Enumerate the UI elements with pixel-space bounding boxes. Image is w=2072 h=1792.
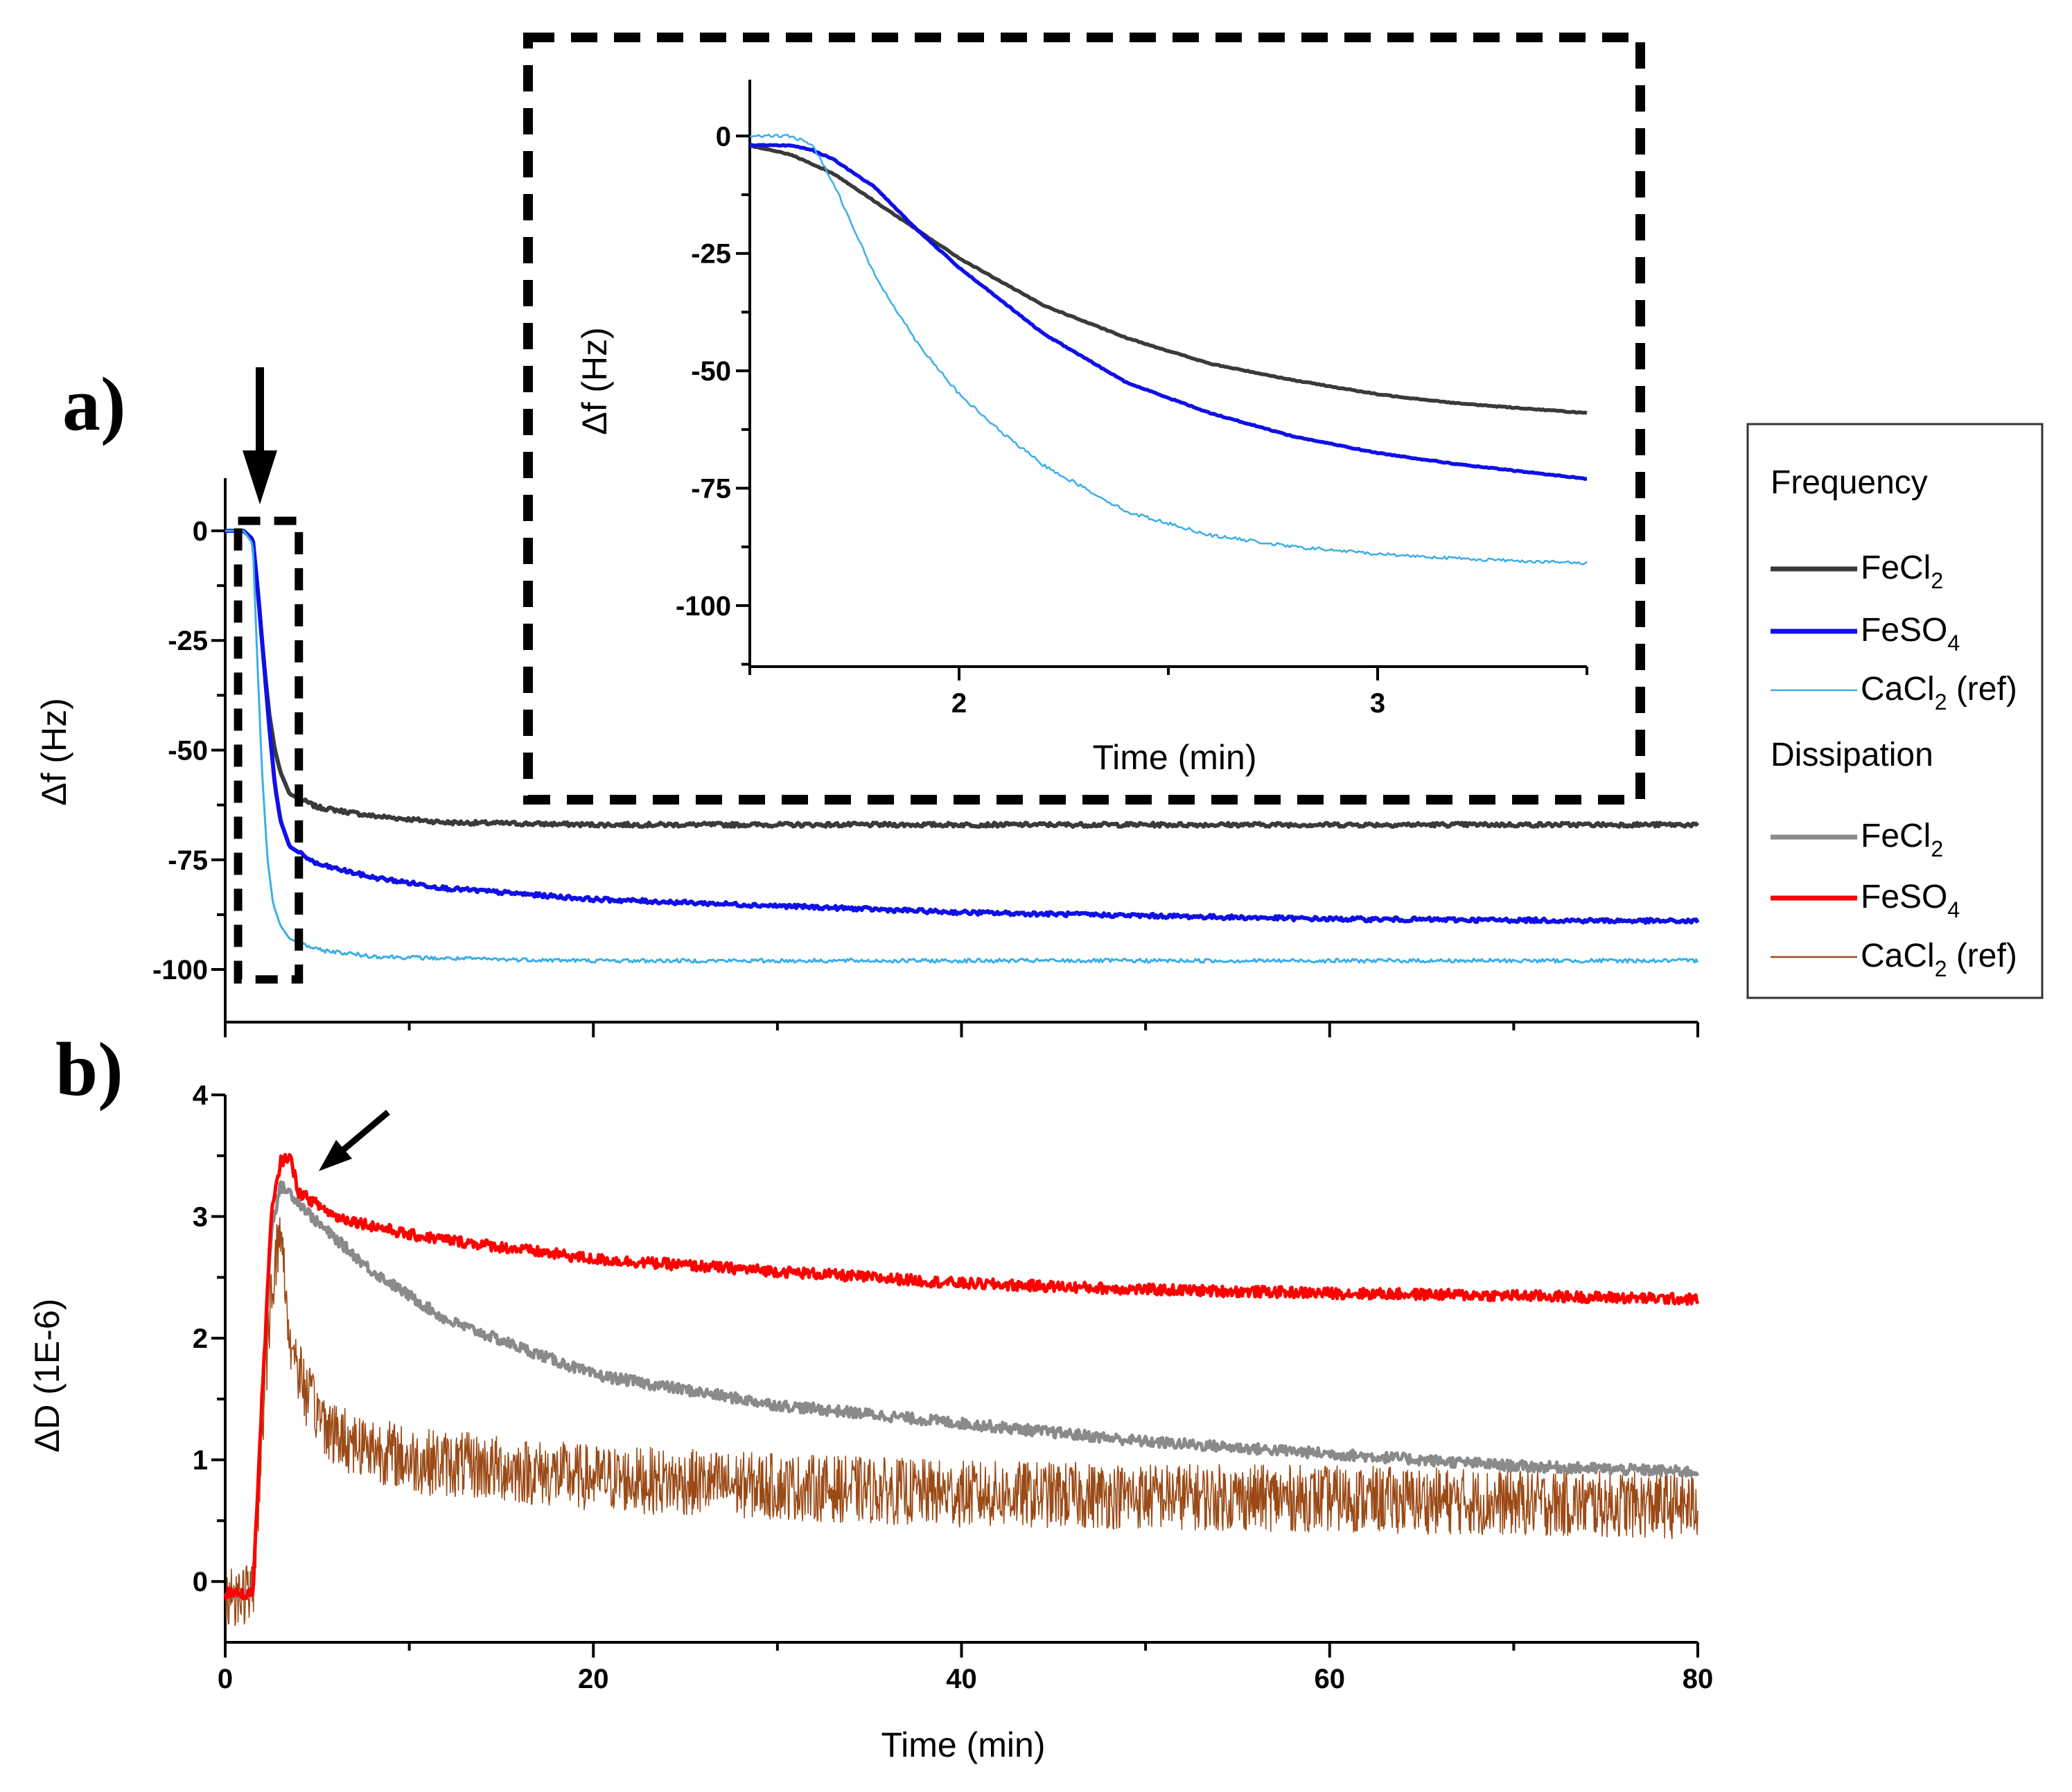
dissipation-y-tick-label: 2 [193,1324,208,1354]
dissipation-y-tick-label: 3 [193,1202,208,1233]
dissipation-y-tick-label: 4 [193,1080,209,1111]
legend: Frequency Dissipation FeCl2 FeSO4 CaCl2 (r… [1746,423,2044,999]
frequency-injection-arrow-head [243,450,277,504]
inset-y-tick-label: 0 [716,121,731,152]
inset-y-tick-label: -75 [691,474,731,504]
legend-label-4: FeSO4 [1861,879,1960,922]
inset-y-tick-label: -25 [691,239,731,270]
frequency-y-tick-label: -25 [168,626,208,656]
dissipation-x-tick-label: 60 [1315,1664,1346,1694]
inset-y-label: Δf (Hz) [575,327,614,435]
inset-x-tick-label: 2 [951,688,967,719]
dissipation-x-tick-label: 40 [946,1664,977,1694]
dissipation-plot: 0 1 2 3 4 0 20 40 60 80 Time (min) ΔD (1E-6) [28,1080,1713,1764]
dissipation-y-tick-label: 0 [193,1567,208,1597]
dissipation-peak-arrow-head [319,1140,352,1171]
dissipation-x-tick-label: 80 [1683,1664,1714,1694]
dissipation-series-1 [223,1152,1700,1601]
frequency-y-label: Δf (Hz) [35,698,73,806]
frequency-y-tick-label: -100 [152,955,208,985]
panel-b-label: b) [55,1027,123,1112]
frequency-plot: 0 -25 -50 -75 -100 Δf (Hz) [35,367,1700,1037]
frequency-y-tick-label: -75 [168,845,208,876]
dissipation-y-tick-label: 1 [193,1446,208,1476]
legend-label-1: FeSO4 [1861,612,1960,656]
legend-dissipation-heading: Dissipation [1771,737,1933,773]
inset-series-2 [749,133,1588,565]
dissipation-series-2 [225,1217,1698,1626]
legend-label-2: CaCl2 (ref) [1861,671,2017,714]
dissipation-series-0 [223,1180,1700,1600]
legend-label-0: FeCl2 [1861,550,1943,593]
dissipation-x-tick-label: 0 [218,1664,233,1694]
legend-label-5: CaCl2 (ref) [1861,938,2017,981]
frequency-y-tick-label: -50 [168,736,208,766]
inset-series-1 [749,143,1588,481]
inset-dashed-frame [523,33,1645,805]
inset-y-tick-label: -50 [691,356,731,387]
inset-x-tick-label: 3 [1370,688,1385,719]
frequency-series-1 [225,529,1700,925]
dissipation-x-tick-label: 20 [578,1664,609,1694]
inset-plot: 0 -25 -50 -75 -100 2 3 Time (min) Δf (Hz) [523,33,1645,805]
dissipation-peak-arrow-shaft [334,1109,390,1159]
frequency-series-0 [225,529,1700,829]
inset-x-label: Time (min) [1092,738,1256,777]
frequency-series-2 [225,529,1699,964]
panel-a-label: a) [62,362,126,446]
legend-frequency-heading: Frequency [1771,464,1928,501]
legend-label-3: FeCl2 [1861,818,1943,861]
inset-y-tick-label: -100 [676,591,731,622]
dissipation-y-label: ΔD (1E-6) [28,1299,67,1452]
inset-series-0 [749,143,1588,415]
frequency-y-tick-label: 0 [193,516,208,547]
frequency-zoom-box [234,516,304,984]
legend-frame [1746,423,2044,999]
dissipation-x-label: Time (min) [881,1725,1045,1764]
